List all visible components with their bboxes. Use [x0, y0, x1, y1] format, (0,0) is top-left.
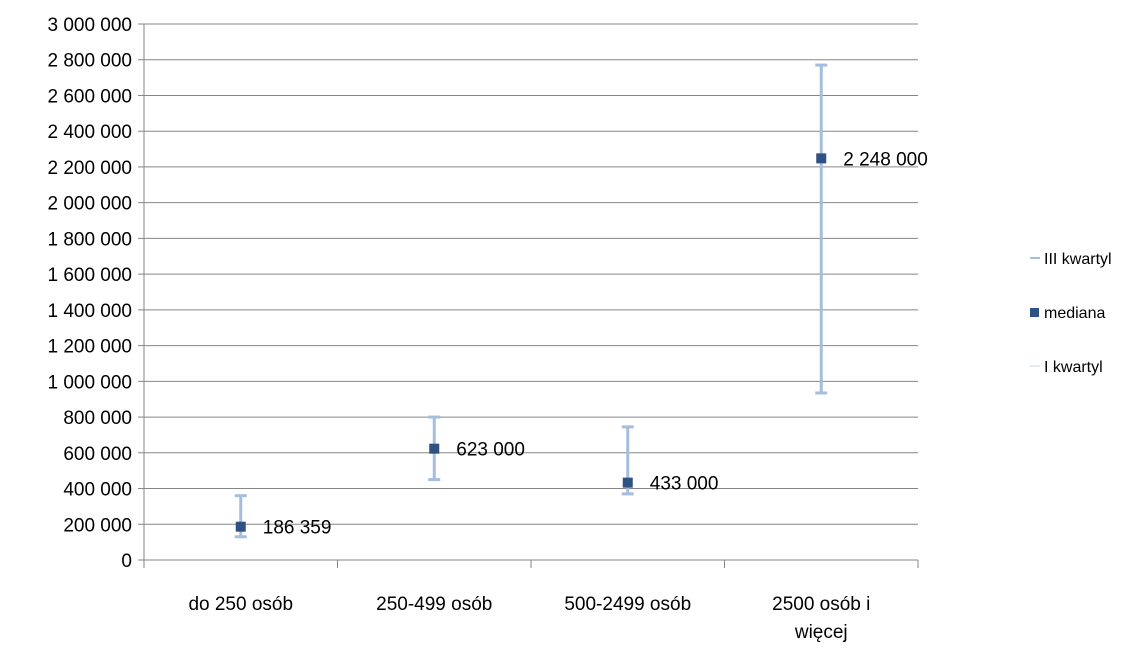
x-tick-label: 2500 osób i — [772, 594, 870, 615]
y-tick-label: 1 800 000 — [47, 229, 132, 250]
y-tick-label: 2 200 000 — [47, 158, 132, 179]
median-data-label: 623 000 — [456, 440, 525, 461]
y-tick-label: 1 400 000 — [47, 301, 132, 322]
y-tick-label: 1 000 000 — [47, 372, 132, 393]
legend-swatch-median — [1030, 308, 1039, 317]
y-tick-label: 0 — [121, 551, 132, 572]
x-tick-label: więcej — [794, 622, 848, 643]
y-tick-label: 600 000 — [63, 444, 132, 465]
median-data-label: 2 248 000 — [843, 149, 928, 170]
legend-label-median: mediana — [1044, 305, 1105, 322]
x-tick-label: 250-499 osób — [376, 594, 492, 615]
legend-label-q1: I kwartyl — [1044, 359, 1103, 376]
median-point — [429, 443, 440, 454]
median-point — [816, 153, 827, 164]
median-point — [622, 477, 633, 488]
x-tick-label: 500-2499 osób — [564, 594, 691, 615]
y-tick-label: 1 200 000 — [47, 337, 132, 358]
y-tick-label: 2 000 000 — [47, 194, 132, 215]
y-tick-label: 3 000 000 — [47, 15, 132, 36]
legend-label-q3: III kwartyl — [1044, 251, 1112, 268]
y-tick-label: 1 600 000 — [47, 265, 132, 286]
y-tick-label: 2 800 000 — [47, 51, 132, 72]
median-data-label: 186 359 — [263, 518, 332, 539]
y-tick-label: 2 600 000 — [47, 86, 132, 107]
y-tick-label: 2 400 000 — [47, 122, 132, 143]
median-point — [235, 521, 246, 532]
median-data-label: 433 000 — [650, 474, 719, 495]
y-tick-label: 400 000 — [63, 480, 132, 501]
y-tick-label: 200 000 — [63, 515, 132, 536]
y-tick-label: 800 000 — [63, 408, 132, 429]
x-tick-label: do 250 osób — [188, 594, 293, 615]
